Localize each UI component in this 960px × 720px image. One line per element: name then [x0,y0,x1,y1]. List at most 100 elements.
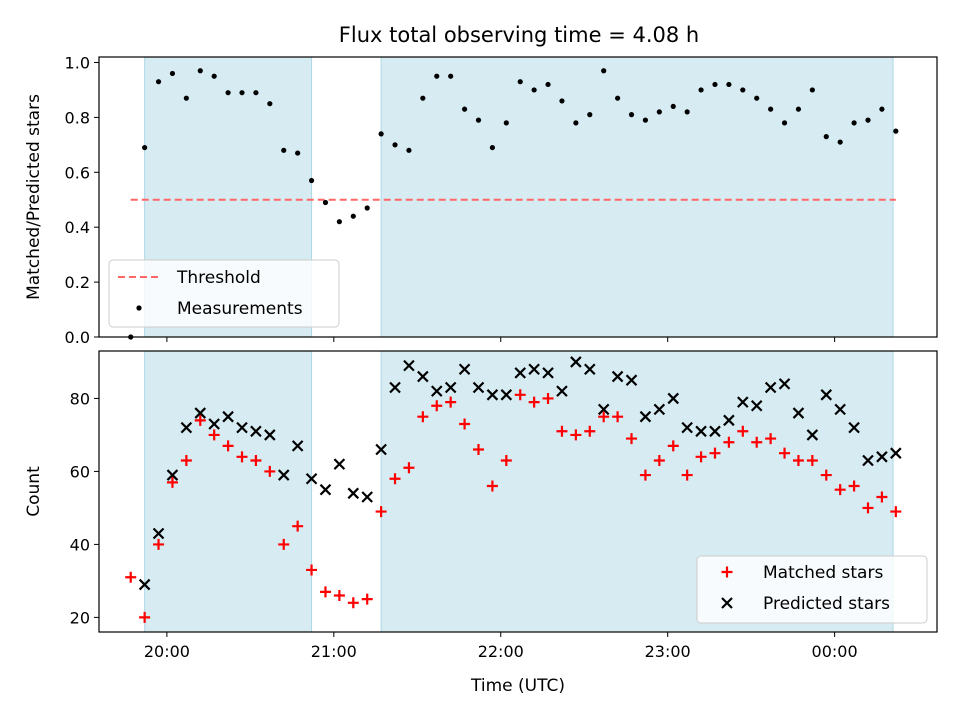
measurement-point [768,106,774,112]
predicted-star-point [876,451,888,463]
matched-star-point [403,462,415,474]
y-axis-label: Count [24,466,44,517]
predicted-star-point [681,421,693,434]
legend: Matched stars Predicted stars [696,555,928,624]
predicted-star-point [472,381,485,394]
predicted-star-point [514,367,527,379]
measurement-point [295,150,301,156]
y-tick-label: 0.4 [65,218,90,237]
legend-measurement-swatch [136,305,142,311]
x-tick-label: 00:00 [812,642,858,661]
axes-frame [98,350,938,633]
matched-star-point [292,520,304,532]
matched-star-point [153,538,165,550]
predicted-star-point [264,429,276,441]
matched-star-point [876,491,888,503]
x-tick-label: 23:00 [645,642,691,661]
predicted-star-point [528,363,540,376]
measurement-point [225,90,231,96]
matched-star-point [459,418,471,430]
matched-star-point [264,465,276,477]
legend-measurement-label: Measurements [177,299,303,319]
observing-window [144,351,312,632]
matched-star-point [806,454,818,466]
matched-star-point [278,538,290,550]
matched-star-point [723,436,735,448]
measurement-point [197,68,203,74]
predicted-star-point [236,421,248,434]
measurement-point [531,87,537,93]
legend-matched-label: Matched stars [763,563,883,583]
matched-star-point [445,396,457,408]
measurement-point [169,70,176,77]
predicted-star-point [848,421,860,434]
y-tick-label: 1.0 [65,53,90,72]
predicted-star-point [653,403,666,416]
predicted-star-point [375,443,387,456]
matched-star-point [528,396,540,408]
matched-star-point [222,440,234,452]
predicted-star-point [820,389,833,401]
predicted-star-point [625,374,638,386]
x-tick-label: 20:00 [144,642,190,661]
measurement-point [503,120,509,126]
predicted-star-point [890,447,902,459]
predicted-star-point [250,425,262,438]
predicted-star-point [319,483,332,496]
predicted-star-point [430,385,443,397]
measurement-point [740,87,746,93]
predicted-star-point [750,399,763,412]
measurement-point [893,128,899,134]
matched-star-point [514,389,526,401]
measurement-point [434,73,440,79]
matched-star-point [472,444,484,456]
matched-star-point [333,590,345,602]
predicted-star-point [166,469,179,481]
matched-star-point [347,597,359,609]
matched-star-point [612,411,624,423]
legend-predicted-label: Predicted stars [763,594,890,614]
matched-star-point [779,447,791,459]
predicted-star-point [500,389,513,401]
measurement-point [684,109,690,115]
matched-star-point [765,433,777,445]
matched-star-point [751,436,763,448]
y-tick-label: 0.0 [65,328,90,347]
matched-star-point [681,469,693,481]
matched-star-point [792,454,804,466]
y-tick-label: 40 [70,535,90,554]
measurement-point [642,117,649,123]
matched-star-point [820,469,832,481]
predicted-star-point [291,440,304,452]
measurement-point [879,106,885,112]
predicted-star-point [709,425,721,438]
measurement-point [754,95,760,101]
matched-star-point [431,400,443,412]
figure-title: Flux total observing time = 4.08 h [339,23,699,47]
legend-box [108,259,340,328]
measurement-point [211,73,217,79]
predicted-star-point [862,454,874,467]
measurement-point [837,139,843,145]
predicted-star-point [417,370,429,383]
predicted-star-point [305,472,318,485]
measurement-point [823,134,829,140]
measurement-point [573,120,579,126]
measurement-point [628,112,635,118]
predicted-star-point [667,392,680,405]
measurement-point [795,106,802,112]
y-axis-label: Matched/Predicted stars [24,94,44,300]
matched-star-point [180,454,192,466]
measurement-point [698,87,704,93]
ratio-axes: 0.0 0.2 0.4 0.6 0.8 1.0 Matched/Predicted star… [24,53,938,347]
measurement-point [308,177,315,184]
measurement-point [336,219,342,225]
measurement-point [559,98,565,104]
matched-star-point [306,564,318,576]
matched-star-point [890,506,902,518]
predicted-star-point [723,414,735,427]
predicted-star-point [834,403,846,416]
measurement-point [809,87,815,93]
predicted-star-point [792,407,805,419]
measurement-point [253,90,259,96]
